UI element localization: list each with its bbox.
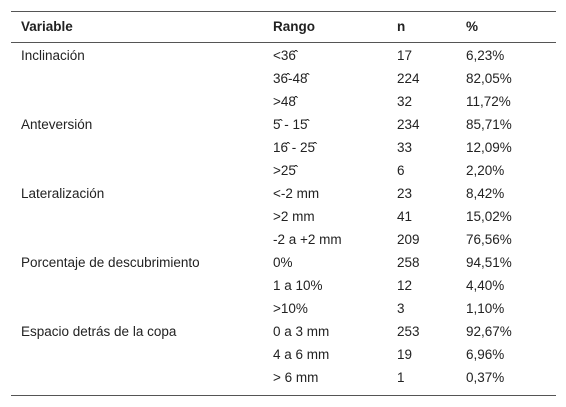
data-cell: 3 [397,301,405,316]
header-rule [11,42,556,43]
data-cell: >10% [273,301,308,316]
data-cell: 6,96% [466,347,505,362]
data-cell: 33 [397,140,413,155]
header-cell: Variable [21,19,73,34]
data-cell: <-2 mm [273,186,320,201]
bottom-rule [11,395,556,396]
data-cell: 0% [273,255,293,270]
data-cell: 85,71% [466,117,512,132]
data-cell: 1 [397,370,405,385]
data-cell: 11,72% [466,94,511,109]
data-cell: 8,42% [466,186,505,201]
data-cell: 76,56% [466,232,512,247]
data-cell: -2 a +2 mm [273,232,342,247]
data-cell: 258 [397,255,420,270]
variable-cell: Anteversión [21,117,93,132]
data-cell: 234 [397,117,420,132]
variable-cell: Porcentaje de descubrimiento [21,255,200,270]
data-cell: 12,09% [466,140,512,155]
data-cell: 94,51% [466,255,512,270]
header-cell: Rango [273,19,315,34]
data-cell: 6 [397,163,405,178]
data-cell: 17 [397,48,413,63]
data-cell: 36̂-48̂ [273,71,308,86]
data-cell: 2,20% [466,163,505,178]
data-cell: 1 a 10% [273,278,323,293]
variable-cell: Inclinación [21,48,85,63]
data-cell: 1,10% [466,301,505,316]
data-cell: 41 [397,209,413,224]
data-cell: 12 [397,278,413,293]
top-rule [11,11,556,12]
header-cell: n [397,19,406,34]
variable-cell: Espacio detrás de la copa [21,324,177,339]
data-cell: 5̂ - 15̂ [273,117,308,132]
data-cell: 32 [397,94,413,109]
data-cell: 82,05% [466,71,512,86]
data-cell: > 6 mm [273,370,319,385]
data-cell: 4 a 6 mm [273,347,330,362]
data-cell: 92,67% [466,324,512,339]
data-cell: 4,40% [466,278,505,293]
data-cell: 6,23% [466,48,505,63]
data-cell: <36̂ [273,48,296,63]
data-cell: 16̂ - 25̂ [273,140,316,155]
data-cell: >48̂ [273,94,296,109]
data-cell: 209 [397,232,420,247]
data-cell: 15,02% [466,209,512,224]
data-cell: 0,37% [466,370,505,385]
data-cell: 19 [397,347,413,362]
variable-cell: Lateralización [21,186,105,201]
data-cell: >2 mm [273,209,315,224]
data-cell: 224 [397,71,420,86]
data-cell: 0 a 3 mm [273,324,330,339]
data-cell: 253 [397,324,420,339]
data-cell: >25̂ [273,163,296,178]
data-cell: 23 [397,186,413,201]
header-cell: % [466,19,479,34]
